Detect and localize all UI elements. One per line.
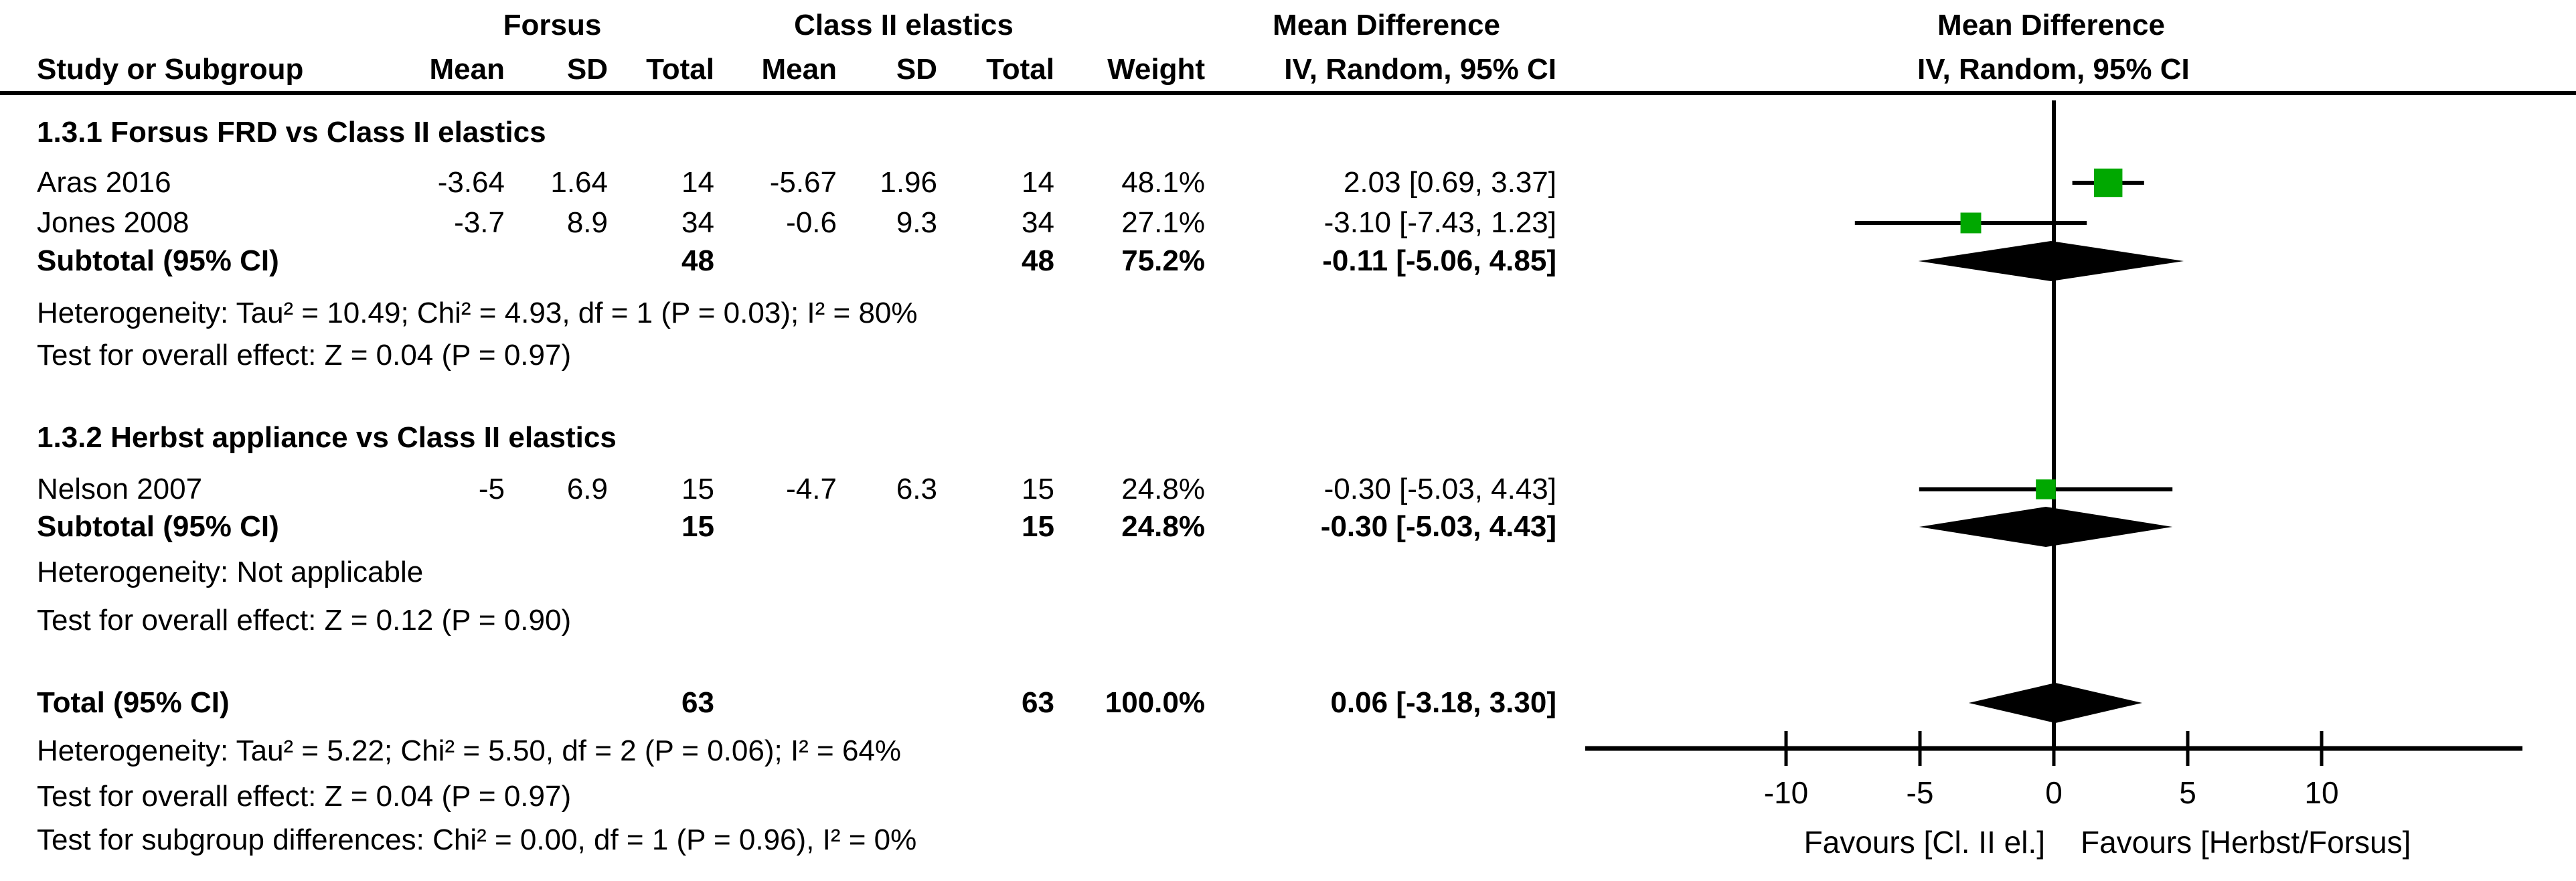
cell-weight: 100.0% — [1105, 686, 1205, 719]
favours-left-label: Favours [Cl. II el.] — [1803, 825, 2045, 860]
cell-weight: 24.8% — [1121, 510, 1205, 543]
study-column-header: Study or Subgroup — [37, 53, 304, 86]
cell-study: Aras 2016 — [37, 166, 171, 199]
table-row: Nelson 2007 -5 6.9 15 -4.7 6.3 15 24.8% -0.30 [-… — [0, 469, 2576, 509]
weight-column-header: Weight — [1107, 53, 1205, 86]
cell-weight: 24.8% — [1121, 473, 1205, 505]
effect-square — [2093, 168, 2123, 197]
cell-study: 1.3.2 Herbst appliance vs Class II elast… — [37, 421, 617, 454]
stats-text-row: Test for overall effect: Z = 0.12 (P = 0… — [0, 600, 2576, 641]
plot-ci-header: IV, Random, 95% CI — [1917, 53, 2190, 86]
cell-ci: -3.10 [-7.43, 1.23] — [1323, 206, 1556, 239]
sd2-column-header: SD — [896, 53, 937, 86]
cell-mean1: -5 — [478, 473, 505, 505]
cell-total1: 15 — [681, 473, 714, 505]
cell-ci: 2.03 [0.69, 3.37] — [1343, 166, 1556, 199]
cell-study: Heterogeneity: Tau² = 10.49; Chi² = 4.93… — [37, 297, 918, 329]
cell-total2: 48 — [1022, 244, 1054, 277]
cell-study: Test for overall effect: Z = 0.04 (P = 0… — [37, 339, 572, 372]
axis-tick-label: 10 — [2304, 775, 2338, 810]
cell-weight: 48.1% — [1121, 166, 1205, 199]
axis-tick-label: 0 — [2045, 775, 2063, 810]
cell-sd1: 1.64 — [550, 166, 608, 199]
cell-study: Heterogeneity: Tau² = 5.22; Chi² = 5.50,… — [37, 734, 902, 767]
cell-total1: 15 — [681, 510, 714, 543]
cell-weight: 75.2% — [1121, 244, 1205, 277]
plot-column-title: Mean Difference — [1937, 9, 2165, 42]
cell-sd2: 9.3 — [896, 206, 937, 239]
pooled-diamond — [1968, 683, 2142, 723]
stats-text-row: Heterogeneity: Not applicable — [0, 552, 2576, 592]
cell-mean2: -5.67 — [769, 166, 837, 199]
cell-total2: 15 — [1022, 473, 1054, 505]
favours-right-label: Favours [Herbst/Forsus] — [2081, 825, 2411, 860]
column-group-forsus: Forsus — [503, 9, 602, 42]
mean2-column-header: Mean — [761, 53, 837, 86]
ci-column-header: IV, Random, 95% CI — [1284, 53, 1556, 86]
table-row: Subtotal (95% CI) 48 48 75.2% -0.11 [-5.06, … — [0, 241, 2576, 281]
cell-total1: 48 — [681, 244, 714, 277]
sd1-column-header: SD — [566, 53, 608, 86]
cell-mean2: -4.7 — [786, 473, 837, 505]
stats-text-row: Heterogeneity: Tau² = 5.22; Chi² = 5.50,… — [0, 731, 2576, 771]
stats-text-row: Test for subgroup differences: Chi² = 0.… — [0, 820, 2576, 860]
cell-sd1: 8.9 — [566, 206, 608, 239]
cell-study: Test for subgroup differences: Chi² = 0.… — [37, 823, 917, 856]
cell-sd2: 6.3 — [896, 473, 937, 505]
total1-column-header: Total — [646, 53, 714, 86]
table-row: 1.3.2 Herbst appliance vs Class II elast… — [0, 418, 2576, 458]
cell-mean1: -3.64 — [437, 166, 505, 199]
cell-study: Nelson 2007 — [37, 473, 203, 505]
cell-total1: 34 — [681, 206, 714, 239]
cell-sd1: 6.9 — [566, 473, 608, 505]
stats-text-row: Test for overall effect: Z = 0.04 (P = 0… — [0, 777, 2576, 817]
header-divider — [0, 91, 2576, 95]
cell-mean1: -3.7 — [454, 206, 505, 239]
cell-total2: 63 — [1022, 686, 1054, 719]
stats-text-row: Test for overall effect: Z = 0.04 (P = 0… — [0, 335, 2576, 376]
cell-study: Subtotal (95% CI) — [37, 244, 279, 277]
stats-text-row: Heterogeneity: Tau² = 10.49; Chi² = 4.93… — [0, 293, 2576, 333]
cell-study: Total (95% CI) — [37, 686, 230, 719]
cell-total1: 63 — [681, 686, 714, 719]
pooled-diamond — [1918, 241, 2184, 281]
cell-study: 1.3.1 Forsus FRD vs Class II elastics — [37, 116, 546, 149]
cell-ci: -0.30 [-5.03, 4.43] — [1323, 473, 1556, 505]
effect-square — [2036, 479, 2056, 499]
cell-weight: 27.1% — [1121, 206, 1205, 239]
effect-column-title: Mean Difference — [1273, 9, 1500, 42]
pooled-diamond — [1919, 507, 2173, 547]
cell-total2: 15 — [1022, 510, 1054, 543]
cell-study: Jones 2008 — [37, 206, 189, 239]
cell-ci: 0.06 [-3.18, 3.30] — [1330, 686, 1556, 719]
table-row: Total (95% CI) 63 63 100.0% 0.06 [-3.18, 3.3… — [0, 683, 2576, 723]
cell-total2: 14 — [1022, 166, 1054, 199]
cell-study: Test for overall effect: Z = 0.12 (P = 0… — [37, 604, 572, 637]
axis-tick-label: -10 — [1764, 775, 1808, 810]
table-row: Aras 2016 -3.64 1.64 14 -5.67 1.96 14 48.1% 2.03… — [0, 163, 2576, 203]
cell-total2: 34 — [1022, 206, 1054, 239]
cell-ci: -0.11 [-5.06, 4.85] — [1322, 244, 1556, 277]
table-row: 1.3.1 Forsus FRD vs Class II elastics — [0, 112, 2576, 153]
effect-square — [1960, 212, 1982, 234]
column-group-classii: Class II elastics — [794, 9, 1014, 42]
cell-study: Test for overall effect: Z = 0.04 (P = 0… — [37, 780, 572, 813]
axis-tick-label: 5 — [2179, 775, 2196, 810]
table-row: Jones 2008 -3.7 8.9 34 -0.6 9.3 34 27.1% -3.10 [… — [0, 203, 2576, 243]
cell-study: Subtotal (95% CI) — [37, 510, 279, 543]
cell-study: Heterogeneity: Not applicable — [37, 556, 424, 588]
cell-sd2: 1.96 — [880, 166, 937, 199]
cell-ci: -0.30 [-5.03, 4.43] — [1320, 510, 1556, 543]
cell-total1: 14 — [681, 166, 714, 199]
axis-tick-label: -5 — [1907, 775, 1934, 810]
cell-mean2: -0.6 — [786, 206, 837, 239]
total2-column-header: Total — [986, 53, 1054, 86]
table-row: Subtotal (95% CI) 15 15 24.8% -0.30 [-5.03, … — [0, 507, 2576, 547]
mean1-column-header: Mean — [429, 53, 505, 86]
